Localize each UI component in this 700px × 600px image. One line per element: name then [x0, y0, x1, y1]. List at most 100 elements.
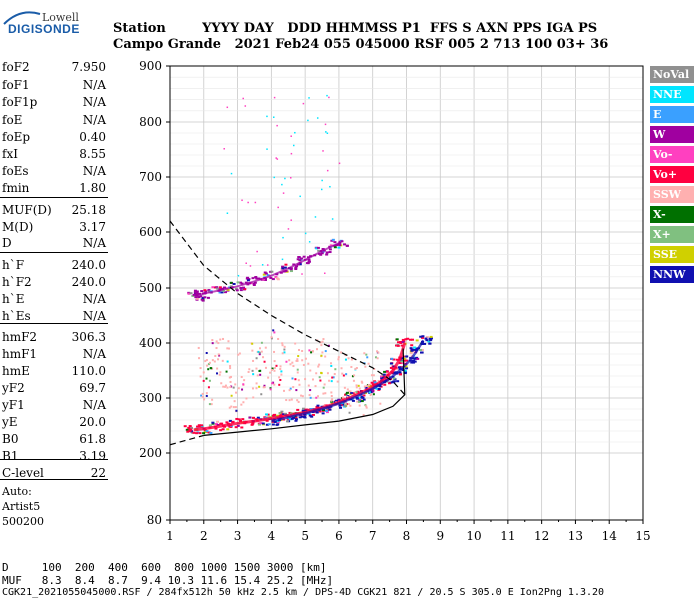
- echo-point: [229, 365, 232, 368]
- echo-point: [290, 270, 294, 273]
- echo-point: [311, 378, 314, 381]
- echo-point: [307, 384, 310, 387]
- echo-point: [242, 401, 245, 404]
- echo-point-sparse: [321, 179, 323, 182]
- echo-point: [315, 247, 319, 250]
- echo-point: [200, 290, 204, 293]
- echo-point: [222, 337, 225, 340]
- echo-point: [397, 366, 401, 369]
- echo-point: [305, 262, 309, 265]
- echo-point: [221, 359, 224, 362]
- echo-point: [395, 367, 399, 370]
- echo-point: [204, 290, 208, 293]
- echo-point: [229, 380, 232, 383]
- echo-point: [283, 345, 286, 348]
- echo-point: [266, 274, 270, 277]
- echo-point: [255, 357, 258, 360]
- echo-point: [198, 357, 201, 360]
- x-tick-label: 8: [403, 529, 411, 543]
- echo-point: [228, 406, 231, 409]
- param-value: N/A: [82, 292, 106, 306]
- footer-distance-row: D 100 200 400 600 800 1000 1500 3000 [km…: [2, 561, 327, 574]
- echo-point: [354, 391, 358, 394]
- echo-point: [188, 430, 192, 433]
- echo-point: [356, 390, 360, 393]
- echo-point: [340, 240, 344, 243]
- param-row: h`Es N/A: [2, 309, 106, 326]
- echo-point: [367, 362, 370, 365]
- echo-point: [214, 423, 218, 426]
- echo-point: [298, 348, 301, 351]
- auto-label: Auto:: [2, 485, 32, 498]
- param-label: yE: [2, 415, 18, 429]
- echo-point: [284, 412, 288, 415]
- echo-point: [225, 421, 229, 424]
- legend-item-e: E: [650, 106, 694, 123]
- echo-point: [351, 399, 355, 402]
- echo-point: [234, 287, 238, 290]
- echo-point: [303, 416, 307, 419]
- x-tick-label: 3: [234, 529, 242, 543]
- param-row: fxI 8.55: [2, 147, 106, 164]
- echo-point: [241, 418, 245, 421]
- echo-point: [281, 267, 285, 270]
- echo-point: [308, 394, 311, 397]
- echo-point: [205, 359, 208, 362]
- param-row: foEp 0.40: [2, 130, 106, 147]
- echo-point: [255, 367, 258, 370]
- echo-point-sparse: [292, 144, 295, 147]
- echo-point: [328, 379, 331, 382]
- echo-point: [232, 406, 235, 409]
- echo-point: [304, 378, 307, 381]
- echo-point: [339, 406, 343, 409]
- echo-point: [388, 382, 392, 385]
- x-tick-label: 9: [436, 529, 444, 543]
- echo-point: [336, 380, 339, 383]
- echo-point: [362, 398, 366, 401]
- echo-point: [232, 282, 236, 285]
- echo-point: [235, 289, 239, 292]
- echo-point: [342, 396, 345, 399]
- echo-point: [283, 389, 286, 392]
- param-row: yF1 N/A: [2, 398, 106, 415]
- echo-point: [243, 379, 246, 382]
- echo-point: [355, 396, 359, 399]
- echo-point: [207, 368, 210, 371]
- echo-point: [365, 406, 368, 409]
- echo-point: [223, 286, 227, 289]
- profile-topside-dashed: [169, 220, 406, 396]
- echo-point: [229, 425, 233, 428]
- echo-point: [270, 336, 273, 339]
- echo-point: [351, 393, 354, 396]
- echo-point-sparse: [276, 158, 279, 160]
- echo-point: [331, 398, 334, 401]
- echo-point: [285, 360, 288, 363]
- echo-point: [372, 374, 375, 377]
- echo-point: [404, 371, 408, 374]
- echo-point: [229, 367, 232, 370]
- echo-point: [276, 423, 280, 426]
- echo-point: [279, 365, 282, 368]
- echo-point: [281, 342, 284, 345]
- echo-point: [371, 383, 375, 386]
- echo-point: [360, 380, 363, 383]
- param-value: N/A: [82, 95, 106, 109]
- echo-point: [289, 387, 292, 390]
- echo-point: [211, 398, 214, 401]
- echo-point: [383, 370, 387, 373]
- echo-point: [196, 425, 200, 428]
- echo-point: [400, 344, 404, 347]
- echo-point: [375, 387, 379, 390]
- echo-point: [259, 373, 262, 376]
- echo-point: [278, 383, 281, 386]
- echo-point: [408, 338, 412, 341]
- param-value: 25.18: [71, 203, 106, 217]
- echo-point: [208, 424, 212, 427]
- echo-point: [187, 426, 191, 429]
- echo-point: [297, 400, 300, 403]
- echo-point: [376, 357, 379, 360]
- echo-point: [409, 352, 413, 355]
- param-value: 20.0: [79, 415, 106, 429]
- echo-point: [255, 387, 258, 390]
- echo-point: [279, 367, 282, 370]
